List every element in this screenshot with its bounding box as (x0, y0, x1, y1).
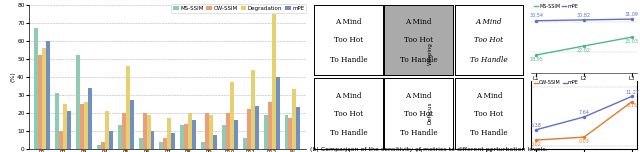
Bar (222, 126, 226, 149)
Bar (143, 113, 147, 149)
Bar (276, 77, 280, 149)
Text: A Mind: A Mind (405, 18, 432, 26)
Bar (125, 66, 130, 149)
Y-axis label: (%): (%) (11, 71, 16, 82)
Bar (88, 88, 92, 149)
Bar (105, 111, 109, 149)
Bar (84, 102, 88, 149)
Bar (118, 126, 122, 149)
Bar (184, 124, 188, 149)
Legend: MS-SSIM, CW-SSIM, Degradation, mPE: MS-SSIM, CW-SSIM, Degradation, mPE (172, 4, 306, 13)
Text: Too Hot: Too Hot (334, 36, 363, 44)
Text: Warping: Warping (428, 42, 433, 65)
Bar (150, 131, 154, 149)
Text: Too Hot: Too Hot (474, 110, 504, 117)
Text: A Mind: A Mind (476, 92, 502, 100)
Bar (192, 120, 196, 149)
Bar (247, 109, 251, 149)
Bar (255, 106, 259, 149)
Text: 7.64: 7.64 (579, 110, 589, 115)
Bar (42, 48, 46, 149)
Text: Too Hot: Too Hot (474, 36, 504, 44)
Bar (80, 104, 84, 149)
Bar (63, 104, 67, 149)
Bar (271, 14, 276, 149)
Text: 22.02: 22.02 (577, 48, 591, 53)
Text: 0.15: 0.15 (627, 103, 637, 108)
Text: 31.09: 31.09 (625, 12, 639, 17)
Text: Too Hot: Too Hot (404, 36, 433, 44)
Bar (168, 118, 172, 149)
Text: 30.54: 30.54 (529, 13, 543, 18)
Bar (147, 115, 150, 149)
Bar (35, 28, 38, 149)
Bar (213, 135, 217, 149)
Text: To Handle: To Handle (470, 56, 508, 64)
Text: To Handle: To Handle (400, 129, 438, 137)
Legend: MS-SSIM, mPE: MS-SSIM, mPE (534, 4, 579, 10)
Bar (76, 55, 80, 149)
Bar (101, 142, 105, 149)
Bar (201, 142, 205, 149)
Text: Too Hot: Too Hot (404, 110, 433, 117)
Text: A Mind: A Mind (335, 92, 362, 100)
X-axis label: L3: L3 (485, 150, 493, 152)
Text: Defocus: Defocus (428, 101, 433, 124)
Bar (55, 93, 60, 149)
Bar (226, 113, 230, 149)
Bar (296, 107, 300, 149)
Text: A Mind: A Mind (476, 18, 502, 26)
Bar (60, 131, 63, 149)
Bar (67, 111, 71, 149)
Bar (172, 133, 175, 149)
Text: 0.02: 0.02 (531, 142, 541, 147)
Bar (122, 113, 125, 149)
Text: To Handle: To Handle (400, 56, 438, 64)
Legend: CW-SSIM, mPE: CW-SSIM, mPE (534, 80, 579, 86)
Bar (38, 55, 42, 149)
Bar (285, 115, 289, 149)
Text: (b) Comparison of the sensitivity of metrics to different perturbation levels.: (b) Comparison of the sensitivity of met… (310, 147, 548, 152)
Text: 11.27: 11.27 (625, 90, 639, 95)
Text: 30.82: 30.82 (577, 12, 591, 17)
Text: 18.95: 18.95 (529, 57, 543, 62)
Bar (97, 145, 101, 149)
Text: To Handle: To Handle (470, 129, 508, 137)
Bar (289, 118, 292, 149)
Bar (139, 138, 143, 149)
Text: 0.03: 0.03 (579, 139, 589, 144)
Text: Too Hot: Too Hot (334, 110, 363, 117)
Bar (205, 113, 209, 149)
Bar (230, 82, 234, 149)
X-axis label: L1: L1 (345, 150, 352, 152)
Bar (292, 89, 296, 149)
Text: A Mind: A Mind (405, 92, 432, 100)
Text: To Handle: To Handle (330, 129, 367, 137)
Text: To Handle: To Handle (330, 56, 367, 64)
Bar (130, 100, 134, 149)
Bar (180, 126, 184, 149)
Bar (109, 131, 113, 149)
Bar (209, 115, 213, 149)
Bar (159, 142, 163, 149)
Text: 5.38: 5.38 (531, 123, 541, 128)
Bar (268, 102, 271, 149)
Bar (234, 120, 238, 149)
Bar (46, 41, 51, 149)
Text: 25.03: 25.03 (625, 39, 639, 44)
Bar (264, 115, 268, 149)
Bar (188, 113, 192, 149)
Bar (163, 138, 168, 149)
Text: A Mind: A Mind (335, 18, 362, 26)
Bar (251, 70, 255, 149)
Bar (243, 138, 247, 149)
X-axis label: L2: L2 (415, 150, 422, 152)
